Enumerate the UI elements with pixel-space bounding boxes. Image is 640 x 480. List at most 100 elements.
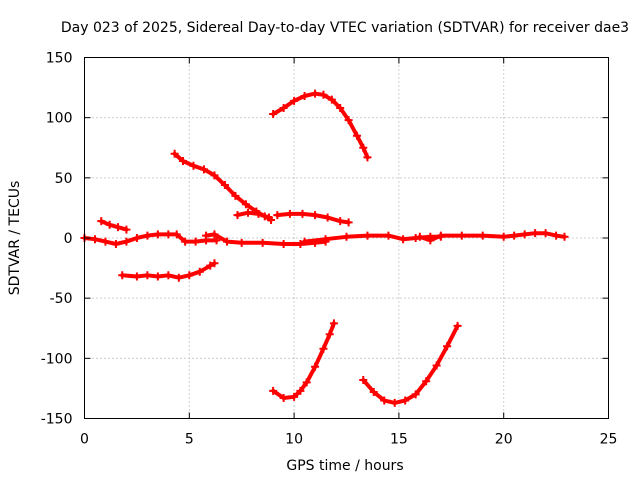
data-point (199, 165, 208, 174)
series-sat-c (233, 208, 273, 222)
data-point (191, 237, 200, 246)
data-point (220, 181, 229, 190)
x-tick-label: 15 (390, 432, 408, 448)
data-point (90, 235, 99, 244)
data-point (384, 231, 393, 240)
data-point (359, 143, 368, 152)
data-point (97, 217, 106, 226)
series-line (361, 323, 460, 405)
data-point (269, 386, 278, 395)
data-point (290, 96, 299, 105)
data-point (164, 230, 173, 239)
data-point (269, 110, 278, 119)
series-line (120, 261, 217, 280)
series-sat-g (202, 230, 330, 249)
series-line (99, 219, 129, 232)
data-point (254, 209, 263, 218)
data-point (336, 104, 345, 113)
data-point (336, 217, 345, 226)
data-point (264, 213, 273, 222)
data-point (325, 330, 334, 339)
data-point (114, 223, 123, 232)
y-tick-label: -100 (41, 351, 73, 367)
data-point (359, 375, 368, 384)
series-sat-d (273, 209, 353, 227)
data-point (311, 89, 320, 98)
data-point (520, 230, 529, 239)
data-point (342, 232, 351, 241)
data-point (122, 225, 131, 234)
y-axis-label: SDTVAR / TECUs (7, 181, 23, 296)
data-point (105, 220, 114, 229)
data-point (422, 377, 431, 386)
data-point (179, 156, 188, 165)
x-tick-label: 25 (600, 432, 618, 448)
data-point (510, 231, 519, 240)
x-tick-label: 0 (80, 432, 89, 448)
series-line (271, 91, 370, 160)
data-point (363, 231, 372, 240)
data-point (153, 272, 162, 281)
series-sat-j (118, 259, 219, 282)
data-point (443, 342, 452, 351)
data-point (436, 231, 445, 240)
data-point (132, 234, 141, 242)
data-point (143, 231, 152, 240)
data-point (380, 396, 389, 405)
data-point (399, 235, 408, 244)
data-point (174, 273, 183, 282)
axis-ticks (84, 57, 609, 419)
data-point (237, 238, 246, 247)
data-point (560, 232, 569, 241)
data-point (210, 259, 219, 268)
x-tick-labels: 0 5 10 15 20 25 (80, 432, 617, 448)
y-tick-label: -50 (50, 291, 73, 307)
data-point (432, 361, 441, 370)
data-point (101, 237, 110, 246)
data-point (363, 153, 372, 162)
data-point (273, 211, 282, 220)
data-point (302, 378, 311, 387)
data-point (172, 230, 181, 239)
data-point (352, 131, 361, 140)
y-tick-label: 50 (55, 171, 73, 187)
data-point (499, 232, 508, 241)
data-point (390, 398, 399, 407)
data-point (311, 211, 320, 220)
data-point (426, 236, 435, 245)
data-point (552, 231, 561, 240)
data-point (185, 271, 194, 280)
y-tick-label: -150 (41, 412, 73, 428)
data-point (241, 200, 250, 209)
series-sat-k (269, 319, 338, 403)
data-point (300, 237, 309, 246)
data-point (170, 149, 179, 158)
x-tick-label: 10 (285, 432, 303, 448)
chart-title: Day 023 of 2025, Sidereal Day-to-day VTE… (61, 20, 629, 36)
data-point (323, 213, 332, 222)
data-point (401, 396, 410, 405)
data-point (210, 230, 219, 239)
data-point (279, 240, 288, 249)
x-tick-label: 5 (185, 432, 194, 448)
data-point (231, 191, 240, 200)
data-point (189, 161, 198, 170)
y-tick-label: 150 (46, 51, 73, 67)
data-point (164, 271, 173, 280)
data-point (296, 386, 305, 395)
data-point (319, 90, 328, 99)
y-tick-label: 0 (64, 231, 73, 247)
data-point (478, 231, 487, 240)
data-series-group (80, 89, 569, 407)
data-point (369, 388, 378, 397)
y-tick-label: 100 (46, 111, 73, 127)
x-tick-label: 20 (495, 432, 513, 448)
series-line (235, 210, 271, 220)
data-point (233, 211, 242, 220)
data-point (531, 229, 540, 238)
data-point (327, 95, 336, 104)
series-sat-e (97, 217, 131, 234)
data-point (321, 235, 330, 244)
data-point (195, 267, 204, 276)
